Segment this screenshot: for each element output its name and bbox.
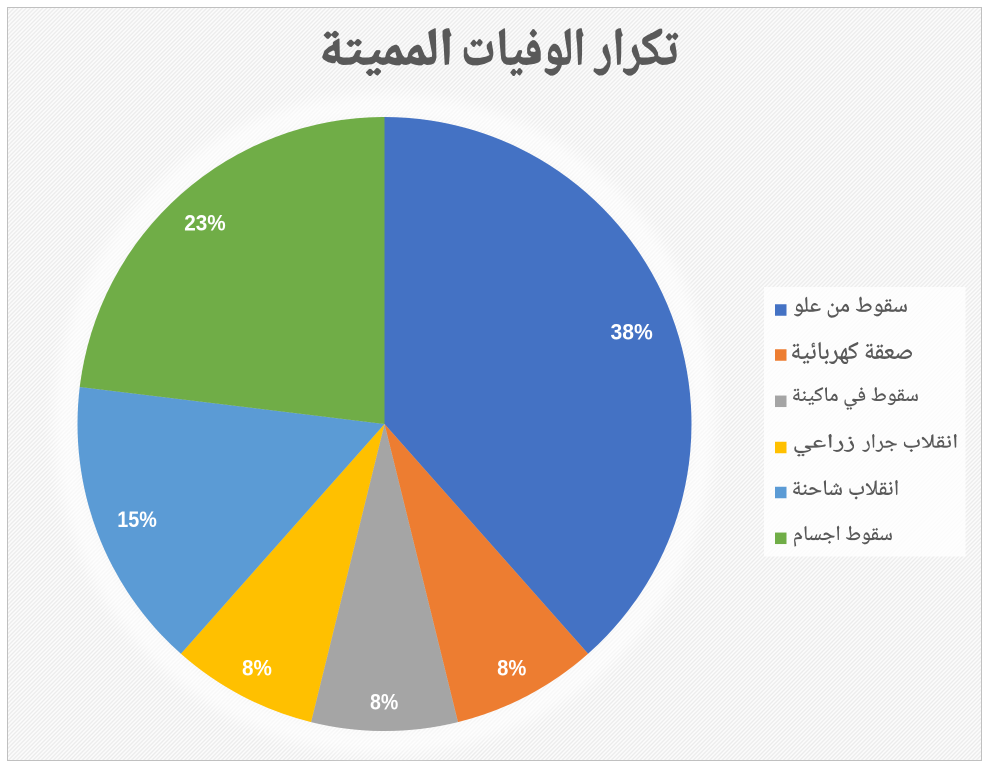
svg-text:8%: 8%: [370, 690, 398, 715]
svg-text:15%: 15%: [117, 507, 157, 532]
svg-text:8%: 8%: [497, 655, 526, 680]
svg-text:8%: 8%: [242, 655, 272, 680]
svg-text:23%: 23%: [184, 211, 226, 236]
svg-text:38%: 38%: [610, 320, 652, 345]
